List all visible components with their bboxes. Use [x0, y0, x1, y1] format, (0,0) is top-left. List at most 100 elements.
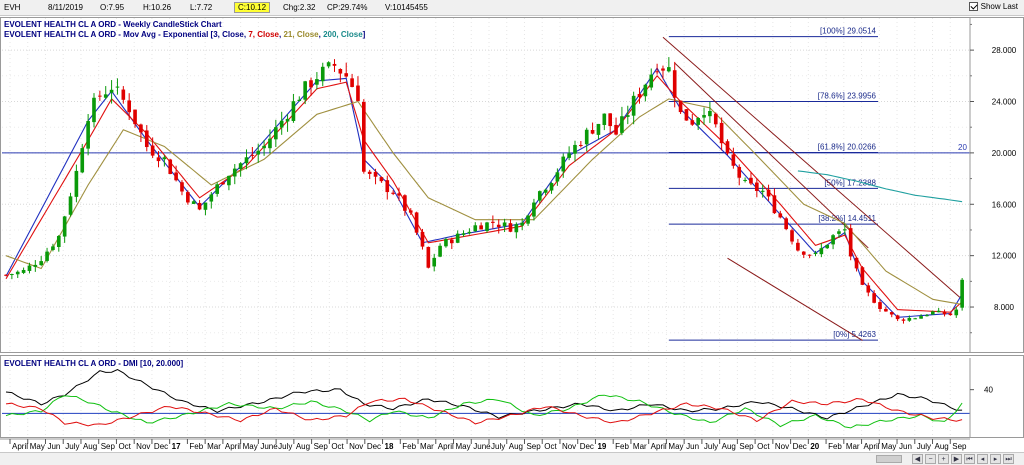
candle-body: [315, 79, 319, 85]
candle-body: [191, 201, 196, 204]
time-tick-label: June: [473, 442, 491, 451]
candle-body: [837, 231, 841, 234]
candle-body: [221, 182, 225, 185]
candle-body: [408, 210, 413, 213]
candle-body: [491, 221, 495, 223]
scroll-last-icon[interactable]: ⏭: [1003, 454, 1014, 464]
candle-body: [737, 166, 742, 178]
time-tick-label: Nov: [136, 442, 150, 451]
candle-body: [842, 229, 847, 231]
candle-body: [203, 202, 208, 210]
scroll-end-icon[interactable]: ▶: [951, 454, 962, 464]
trend-mid-line: [674, 62, 869, 249]
time-tick-label: Oct: [757, 442, 770, 451]
candle-body: [320, 66, 325, 82]
candle-body: [109, 89, 114, 93]
time-tick-label: Nov: [349, 442, 363, 451]
candle-body: [537, 191, 542, 201]
candle-body: [907, 317, 912, 321]
candle-body: [819, 248, 824, 255]
candle-body: [895, 315, 900, 320]
time-tick-label: Aug: [935, 442, 949, 451]
candle-body: [414, 212, 419, 233]
candle-body: [913, 318, 918, 320]
candle-body: [854, 257, 859, 269]
scrollbar-thumb[interactable]: [876, 455, 902, 463]
horizontal-scrollbar[interactable]: ◀ − + ▶ ⏮ ◂ ▸ ⏭: [0, 452, 1024, 465]
candle-body: [86, 121, 90, 149]
candle-body: [825, 244, 830, 249]
time-tick-label: June: [260, 442, 278, 451]
candle-body: [655, 71, 659, 73]
time-tick-label: Sep: [739, 442, 754, 451]
candle-body: [749, 177, 753, 184]
date-readout: 8/11/2019: [48, 3, 83, 12]
trend-upper-line: [662, 36, 963, 300]
candle-body: [678, 100, 683, 113]
time-tick-label: Feb: [402, 442, 416, 451]
candle-body: [438, 245, 442, 257]
candle-body: [549, 183, 554, 191]
candle-body: [21, 269, 26, 273]
candle-body: [297, 99, 302, 102]
candle-body: [473, 225, 478, 232]
candle-body: [209, 194, 214, 202]
time-tick-label: Aug: [722, 442, 736, 451]
candle-body: [174, 172, 178, 181]
zoom-out-icon[interactable]: −: [925, 454, 936, 464]
zoom-in-icon[interactable]: +: [938, 454, 949, 464]
candle-body: [461, 233, 466, 235]
candle-body: [801, 251, 806, 255]
candle-body: [848, 228, 853, 257]
candle-body: [796, 242, 800, 251]
candle-body: [878, 302, 882, 309]
time-tick-label: 18: [385, 442, 394, 451]
scroll-next-icon[interactable]: ▸: [990, 454, 1001, 464]
candle-body: [755, 182, 759, 191]
candlesticks: [4, 57, 964, 324]
candle-body: [268, 138, 272, 149]
price-legend: EVOLENT HEALTH CL A ORD - Weekly CandleS…: [4, 20, 365, 40]
time-tick-label: Aug: [83, 442, 97, 451]
candle-body: [356, 85, 360, 101]
candle-body: [584, 129, 589, 145]
candle-body: [133, 109, 137, 125]
candle-body: [625, 115, 630, 117]
candle-body: [186, 192, 190, 203]
checkbox-checked-icon[interactable]: [968, 2, 978, 11]
candle-body: [391, 192, 395, 194]
candle-body: [279, 120, 284, 128]
candle-body: [15, 271, 20, 275]
candle-body: [690, 120, 695, 125]
time-tick-label: Mar: [420, 442, 434, 451]
candle-body: [256, 150, 261, 155]
time-tick-label: Jun: [686, 442, 699, 451]
candle-body: [731, 154, 736, 166]
scroll-left-icon[interactable]: ◀: [912, 454, 923, 464]
candle-body: [579, 144, 583, 146]
candle-body: [367, 171, 372, 174]
candle-body: [860, 267, 865, 285]
time-tick-label: May: [881, 442, 896, 451]
dmi-legend: EVOLENT HEALTH CL A ORD - DMI [10, 20.00…: [4, 359, 184, 368]
time-tick-label: Feb: [615, 442, 629, 451]
candle-body: [432, 257, 437, 267]
candle-body: [373, 171, 378, 177]
candle-body: [719, 122, 724, 144]
candle-body: [444, 239, 448, 247]
show-last-toggle[interactable]: Show Last: [968, 2, 1018, 11]
fib-level-label: [100%] 29.0514: [820, 27, 877, 36]
ema-200-line: [797, 170, 963, 203]
fib-level-label: [0%] 5.4263: [833, 330, 876, 339]
candle-body: [338, 68, 343, 74]
fibonacci-levels: [100%] 29.0514 [78.6%] 23.9956 [61.8%] 20.…: [668, 27, 878, 341]
candle-body: [772, 195, 777, 214]
scroll-prev-icon[interactable]: ◂: [977, 454, 988, 464]
time-tick-label: Dec: [793, 442, 807, 451]
time-tick-label: 17: [172, 442, 181, 451]
scroll-first-icon[interactable]: ⏮: [964, 454, 975, 464]
dmi-adx-line: [5, 369, 963, 420]
candle-body: [643, 84, 648, 97]
time-tick-label: Jun: [47, 442, 60, 451]
